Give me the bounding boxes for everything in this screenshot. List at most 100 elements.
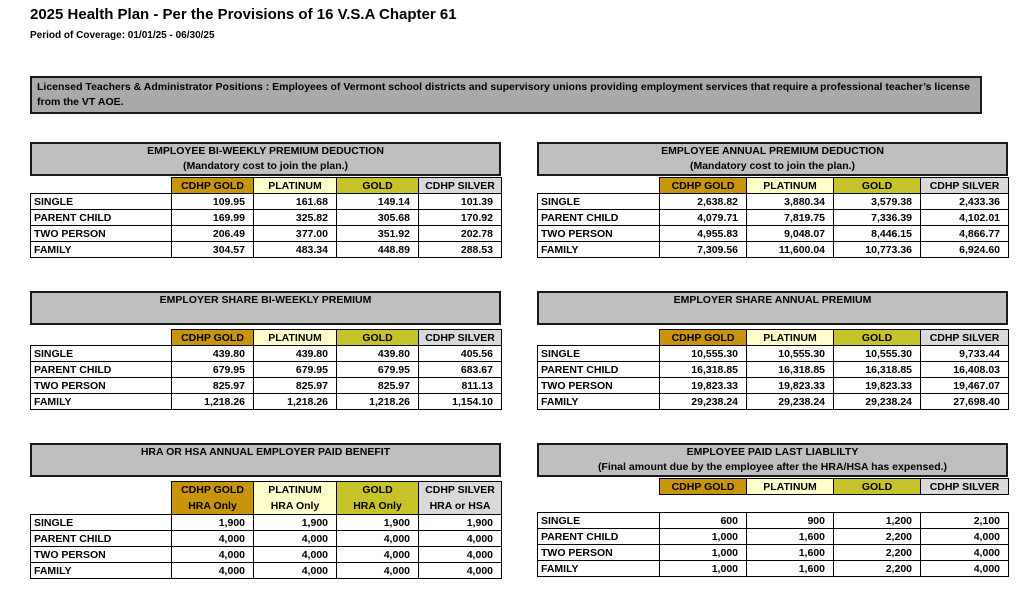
corner-cell	[538, 178, 660, 194]
corner-cell	[31, 330, 172, 346]
cell-value: 4,000	[171, 530, 254, 547]
table-title: EMPLOYER SHARE BI-WEEKLY PREMIUM	[159, 294, 372, 306]
col-header-cdhp-gold: CDHP GOLD	[659, 478, 747, 495]
table-row: SINGLE 439.80 439.80 439.80 405.56	[30, 345, 502, 362]
cell-value: 679.95	[336, 361, 419, 378]
table-row: TWO PERSON 206.49 377.00 351.92 202.78	[30, 225, 502, 242]
cell-value: 1,218.26	[336, 393, 419, 410]
cell-value: 4,000	[336, 562, 419, 579]
row-label: SINGLE	[30, 193, 172, 210]
col-header-platinum: PLATINUM	[253, 329, 337, 346]
cell-value: 439.80	[253, 345, 337, 362]
cell-value: 1,000	[659, 528, 747, 545]
row-label: TWO PERSON	[30, 225, 172, 242]
cell-value: 29,238.24	[746, 393, 834, 410]
cell-value: 101.39	[418, 193, 502, 210]
spacer-cell	[538, 495, 1009, 513]
table-title: EMPLOYER SHARE ANNUAL PREMIUM	[673, 294, 872, 306]
cell-value: 10,555.30	[746, 345, 834, 362]
cell-value: 811.13	[418, 377, 502, 394]
spacer-row	[538, 495, 1009, 513]
col-header-platinum: PLATINUM	[746, 478, 834, 495]
row-label: FAMILY	[537, 241, 660, 258]
cell-value: 1,000	[659, 560, 747, 577]
table-row: FAMILY 304.57 483.34 448.89 288.53	[30, 241, 502, 258]
cell-value: 3,880.34	[746, 193, 834, 210]
table-title: EMPLOYEE PAID LAST LIABLILTY	[686, 446, 859, 458]
cell-value: 4,000	[336, 546, 419, 563]
cell-value: 29,238.24	[833, 393, 921, 410]
table-row: TWO PERSON 4,000 4,000 4,000 4,000	[30, 546, 502, 563]
column-header-row: CDHP GOLD PLATINUM GOLD CDHP SILVER	[538, 177, 1009, 194]
cell-value: 19,823.33	[659, 377, 747, 394]
col-header-sub: HRA or HSA	[429, 500, 491, 512]
table-row: PARENT CHILD 4,079.71 7,819.75 7,336.39 …	[537, 209, 1009, 226]
table-title-band: EMPLOYEE PAID LAST LIABLILTY (Final amou…	[537, 443, 1008, 477]
table-title: HRA OR HSA ANNUAL EMPLOYER PAID BENEFIT	[140, 446, 391, 458]
cell-value: 161.68	[253, 193, 337, 210]
row-label: TWO PERSON	[537, 377, 660, 394]
cell-value: 1,154.10	[418, 393, 502, 410]
cell-value: 825.97	[336, 377, 419, 394]
cell-value: 19,823.33	[746, 377, 834, 394]
col-header-gold: GOLD	[336, 177, 419, 194]
cell-value: 1,218.26	[253, 393, 337, 410]
cell-value: 170.92	[418, 209, 502, 226]
table-hra-hsa-annual-employer-paid-benefit: HRA OR HSA ANNUAL EMPLOYER PAID BENEFIT …	[30, 443, 502, 579]
col-header-gold: GOLD HRA Only	[336, 481, 419, 515]
table-row: FAMILY 7,309.56 11,600.04 10,773.36 6,92…	[537, 241, 1009, 258]
row-label: TWO PERSON	[537, 544, 660, 561]
table-row: PARENT CHILD 4,000 4,000 4,000 4,000	[30, 530, 502, 547]
col-header-cdhp-gold: CDHP GOLD	[659, 329, 747, 346]
cell-value: 1,900	[418, 514, 502, 531]
row-label: SINGLE	[30, 514, 172, 531]
cell-value: 405.56	[418, 345, 502, 362]
col-header-cdhp-silver: CDHP SILVER	[920, 177, 1009, 194]
cell-value: 1,900	[253, 514, 337, 531]
corner-cell	[31, 482, 172, 515]
cell-value: 1,900	[336, 514, 419, 531]
cell-value: 325.82	[253, 209, 337, 226]
cell-value: 1,600	[746, 560, 834, 577]
cell-value: 377.00	[253, 225, 337, 242]
cell-value: 1,600	[746, 544, 834, 561]
data-grid: CDHP GOLD PLATINUM GOLD CDHP SILVER SING…	[30, 329, 502, 410]
table-row: SINGLE 1,900 1,900 1,900 1,900	[30, 514, 502, 531]
table-employer-share-annual-premium: EMPLOYER SHARE ANNUAL PREMIUM CDHP GOLD …	[537, 291, 1009, 410]
cell-value: 11,600.04	[746, 241, 834, 258]
col-header-platinum: PLATINUM	[253, 177, 337, 194]
table-row: SINGLE 109.95 161.68 149.14 101.39	[30, 193, 502, 210]
cell-value: 2,200	[833, 544, 921, 561]
cell-value: 4,000	[418, 562, 502, 579]
cell-value: 9,733.44	[920, 345, 1009, 362]
table-row: PARENT CHILD 16,318.85 16,318.85 16,318.…	[537, 361, 1009, 378]
table-row: FAMILY 1,218.26 1,218.26 1,218.26 1,154.…	[30, 393, 502, 410]
row-label: TWO PERSON	[30, 546, 172, 563]
cell-value: 149.14	[336, 193, 419, 210]
table-title: EMPLOYEE BI-WEEKLY PREMIUM DEDUCTION	[147, 145, 384, 157]
cell-value: 1,000	[659, 544, 747, 561]
cell-value: 448.89	[336, 241, 419, 258]
table-title: EMPLOYEE ANNUAL PREMIUM DEDUCTION	[661, 145, 884, 157]
col-header-gold: GOLD	[833, 329, 921, 346]
col-header-cdhp-silver: CDHP SILVER	[418, 329, 502, 346]
cell-value: 2,200	[833, 560, 921, 577]
cell-value: 10,555.30	[659, 345, 747, 362]
cell-value: 169.99	[171, 209, 254, 226]
cell-value: 4,079.71	[659, 209, 747, 226]
row-label: FAMILY	[30, 241, 172, 258]
row-label: SINGLE	[537, 345, 660, 362]
cell-value: 4,000	[171, 546, 254, 563]
col-header-cdhp-silver: CDHP SILVER	[920, 478, 1009, 495]
row-label: TWO PERSON	[30, 377, 172, 394]
table-title-band: EMPLOYER SHARE ANNUAL PREMIUM	[537, 291, 1008, 325]
cell-value: 439.80	[171, 345, 254, 362]
col-header-cdhp-gold: CDHP GOLD	[171, 177, 254, 194]
cell-value: 4,102.01	[920, 209, 1009, 226]
cell-value: 19,823.33	[833, 377, 921, 394]
cell-value: 4,000	[418, 530, 502, 547]
cell-value: 2,433.36	[920, 193, 1009, 210]
row-label: SINGLE	[537, 512, 660, 529]
cell-value: 679.95	[253, 361, 337, 378]
row-label: PARENT CHILD	[30, 530, 172, 547]
